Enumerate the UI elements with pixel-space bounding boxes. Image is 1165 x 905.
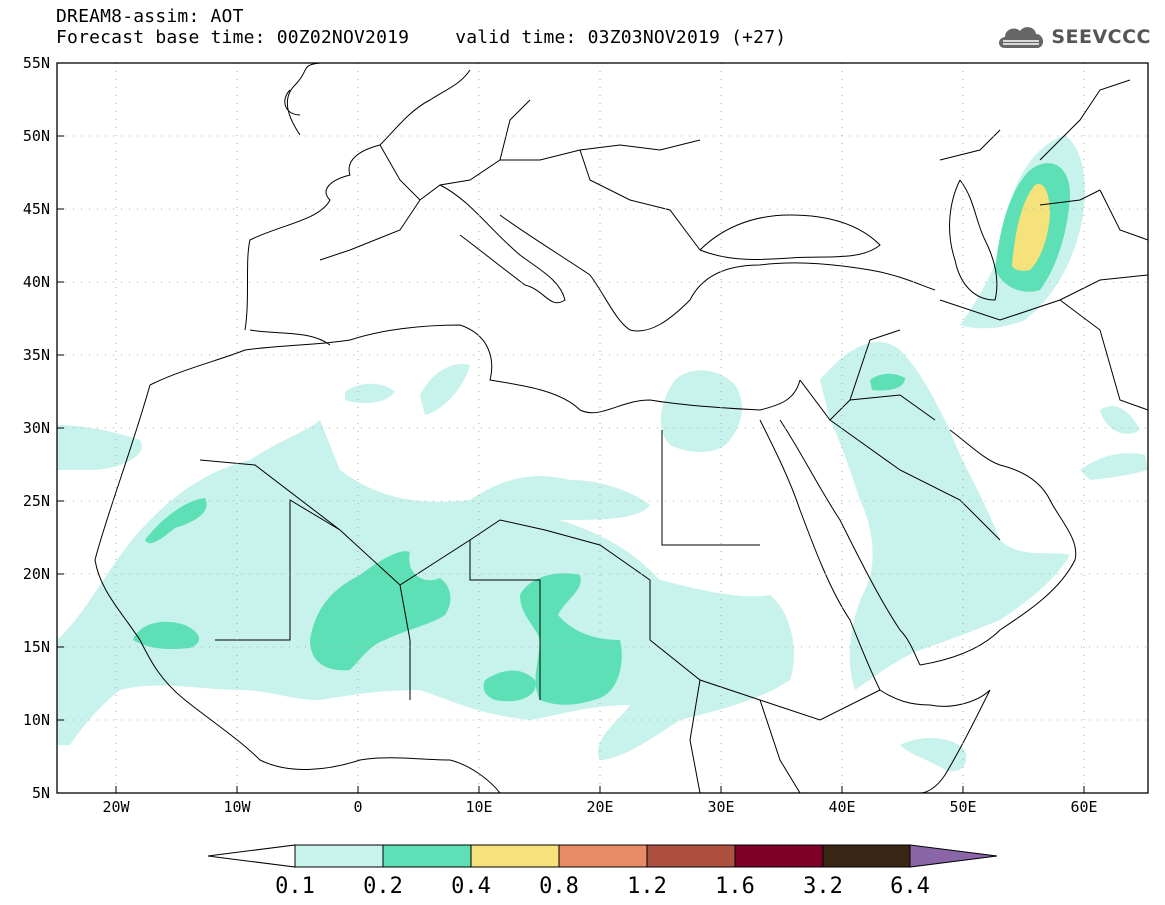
border-saharan (199, 430, 760, 700)
colorbar-label: 3.2 (803, 874, 843, 899)
colorbar-seg-6 (734, 844, 824, 868)
aot-region-horn (900, 738, 967, 772)
map-title: DREAM8-assim: AOT (56, 6, 244, 27)
aot-region-nigeria (483, 670, 536, 702)
lon-label: 0 (353, 798, 362, 816)
coastline-horn (879, 689, 991, 793)
aot-region-senegal (133, 621, 200, 650)
aot-region-chad (520, 573, 622, 705)
colorbar-label: 1.6 (715, 874, 755, 899)
colorbar-seg-4 (558, 844, 648, 868)
aot-region-iraq (870, 373, 905, 391)
colorbar-label: 0.4 (451, 874, 491, 899)
colorbar: 0.1 0.2 0.4 0.8 1.2 1.6 3.2 6.4 (207, 844, 998, 899)
lat-label: 35N (23, 346, 50, 364)
border-central-asia (939, 189, 1148, 411)
border-east-africa (649, 639, 881, 793)
border-mideast (799, 329, 1001, 541)
lat-label: 30N (23, 419, 50, 437)
aot-field (57, 135, 1148, 772)
coastline-west-africa (94, 384, 501, 793)
base-time: Forecast base time: 00Z02NOV2019 (56, 27, 410, 48)
colorbar-seg-8 (909, 844, 998, 868)
colorbar-seg-1 (294, 844, 384, 868)
coastline-north-africa (149, 324, 801, 414)
colorbar-label: 1.2 (627, 874, 667, 899)
coastline-italy (439, 184, 566, 304)
axis-ticks (57, 62, 1085, 794)
lon-label: 40E (828, 798, 855, 816)
lat-label: 20N (23, 565, 50, 583)
lat-label: 5N (32, 784, 50, 802)
lon-label: 60E (1070, 798, 1097, 816)
colorbar-seg-5 (646, 844, 736, 868)
borders (94, 63, 1148, 793)
lat-label: 45N (23, 200, 50, 218)
aot-region-mauritania (145, 498, 207, 544)
title-block: DREAM8-assim: AOT Forecast base time: 00… (56, 6, 786, 48)
aot-region-mali-niger (310, 551, 451, 671)
colorbar-seg-3 (470, 844, 560, 868)
coastline-red-sea (759, 419, 921, 691)
aot-region-iran (1080, 406, 1148, 480)
logo-text: SEEVCCC (1051, 26, 1151, 48)
lon-label: 20E (586, 798, 613, 816)
lat-label: 10N (23, 711, 50, 729)
border-europe-inner (319, 99, 701, 261)
lon-label: 50E (949, 798, 976, 816)
coastline-europe (244, 69, 471, 346)
lat-label: 25N (23, 492, 50, 510)
aot-region-aral (1012, 184, 1050, 271)
border-far-east (939, 79, 1148, 241)
cloud-icon (999, 27, 1044, 48)
colorbar-seg-7 (822, 844, 911, 868)
coastline-balkans (499, 214, 936, 332)
seevccc-logo: SEEVCCC (995, 22, 1151, 52)
colorbar-label: 0.1 (275, 874, 315, 899)
colorbar-label: 6.4 (890, 874, 930, 899)
lon-label: 20W (102, 798, 130, 816)
aot-region-libya-egypt (660, 370, 742, 452)
time-line: Forecast base time: 00Z02NOV2019 valid ti… (56, 27, 786, 48)
lon-label: 10W (223, 798, 251, 816)
lat-label: 50N (23, 127, 50, 145)
lon-labels: 20W 10W 0 10E 20E 30E 40E 50E 60E (102, 798, 1097, 816)
valid-time: valid time: 03Z03NOV2019 (+27) (455, 27, 787, 48)
aot-level-04 (1012, 184, 1050, 271)
coastline-caspian (949, 179, 998, 301)
lon-label: 10E (465, 798, 492, 816)
coastline-arabia (919, 429, 1077, 666)
colorbar-seg-0 (207, 844, 296, 868)
colorbar-seg-2 (382, 844, 472, 868)
colorbar-label: 0.8 (539, 874, 579, 899)
coastline-blacksea (699, 214, 881, 261)
lat-labels: 55N 50N 45N 40N 35N 30N 25N 20N 15N 10N … (23, 54, 50, 802)
aot-region-atlantic (57, 425, 142, 470)
colorbar-label: 0.2 (363, 874, 403, 899)
graticule (57, 63, 1148, 793)
lon-label: 30E (707, 798, 734, 816)
aot-region-algeria (345, 364, 470, 415)
aot-region-arabia (820, 341, 1070, 690)
lat-label: 55N (23, 54, 50, 72)
lat-label: 15N (23, 638, 50, 656)
lat-label: 40N (23, 273, 50, 291)
coastline-uk (284, 63, 321, 136)
